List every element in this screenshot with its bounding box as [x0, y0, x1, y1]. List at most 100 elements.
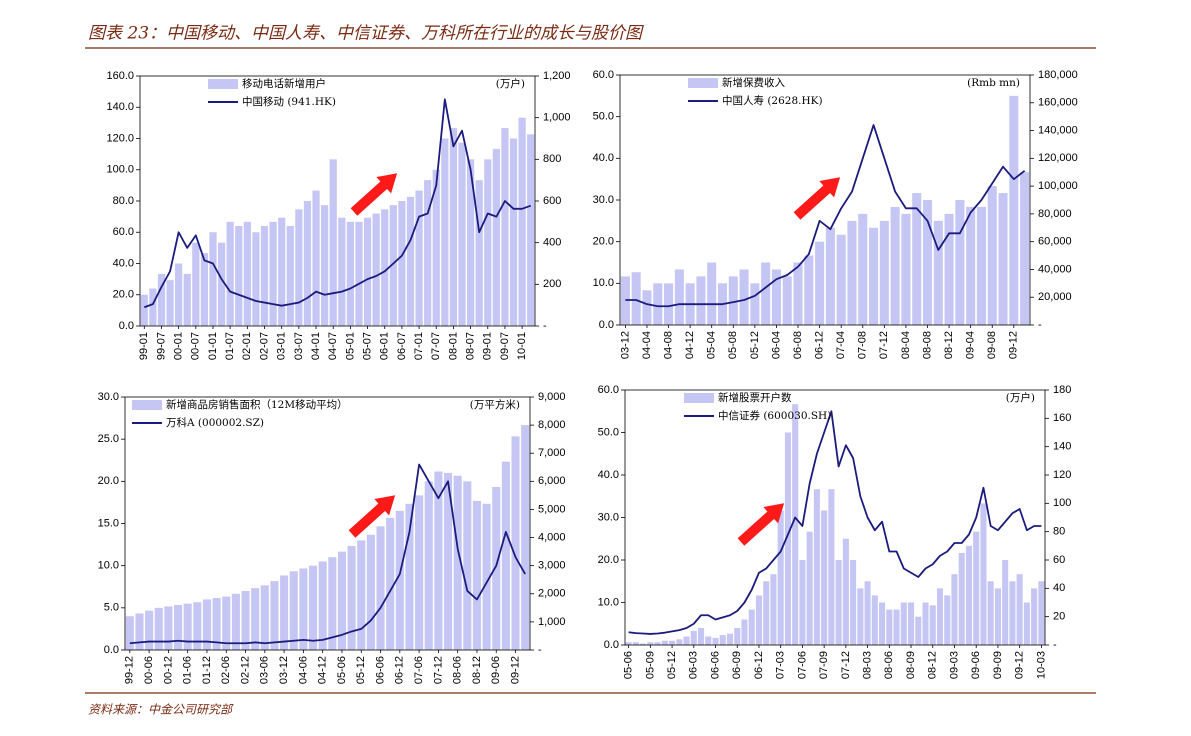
- bar: [251, 588, 260, 650]
- y-tick-label: 40.0: [113, 257, 134, 269]
- bar: [1009, 581, 1016, 645]
- x-tick-label: 09-12: [509, 656, 521, 684]
- x-tick-label: 03-01: [276, 332, 288, 360]
- bar: [235, 226, 243, 326]
- x-tick-label: 07-08: [857, 331, 869, 359]
- x-tick-label: 06-01: [379, 332, 391, 360]
- x-tick-label: 01-01: [207, 332, 219, 360]
- bar: [642, 290, 652, 325]
- bar: [632, 642, 639, 645]
- bar: [976, 206, 986, 325]
- legend-label: 新增商品房销售面积（12M移动平均）: [166, 398, 348, 411]
- bar: [252, 232, 260, 326]
- y2-tick-label: 5,000: [538, 503, 566, 515]
- legend-swatch: [208, 79, 238, 89]
- bar: [463, 481, 472, 650]
- bar: [951, 574, 958, 645]
- bar: [726, 633, 734, 645]
- bar: [653, 283, 663, 325]
- bar: [799, 560, 806, 645]
- bar: [879, 220, 889, 325]
- bar: [922, 602, 929, 645]
- bar: [936, 588, 944, 645]
- bar: [980, 503, 987, 645]
- x-tick-label: 06-04: [770, 331, 782, 359]
- bar: [424, 481, 433, 650]
- y2-tick-label: 160,000: [1038, 97, 1078, 109]
- bar: [771, 269, 781, 325]
- bar: [166, 280, 174, 326]
- bar: [492, 486, 501, 650]
- bar: [654, 642, 661, 645]
- x-tick-label: 04-12: [684, 331, 696, 359]
- y2-unit-label: (万平方米): [470, 398, 520, 411]
- x-tick-label: 08-12: [927, 651, 939, 679]
- bar: [321, 205, 329, 326]
- price-line: [143, 98, 532, 309]
- bar: [864, 581, 871, 645]
- bar: [125, 616, 134, 650]
- x-tick-label: 06-12: [394, 656, 406, 684]
- bar: [901, 213, 911, 325]
- bar: [792, 404, 799, 645]
- x-tick-label: 09-08: [986, 331, 998, 359]
- bar: [958, 552, 965, 645]
- source-note: 资料来源：中金公司研究部: [88, 703, 234, 717]
- bar: [135, 613, 144, 650]
- bar: [432, 169, 440, 326]
- bar: [915, 616, 922, 645]
- y2-tick-label: -: [1038, 319, 1042, 331]
- y2-tick-label: 40,000: [1038, 263, 1072, 275]
- bar: [804, 255, 814, 325]
- y-tick-label: 60.0: [598, 384, 619, 396]
- y2-tick-label: 60: [1053, 554, 1065, 566]
- x-tick-label: 09-07: [499, 332, 511, 360]
- bar: [192, 242, 200, 326]
- bar: [338, 217, 346, 326]
- bar: [719, 635, 726, 645]
- y2-tick-label: 20,000: [1038, 291, 1072, 303]
- bar: [750, 283, 760, 325]
- chart: 0.0 20.0 40.0 60.0 80.0 100.0 120.0 140.0 160.0 -…: [106, 70, 570, 360]
- bar: [175, 263, 183, 326]
- bar: [741, 619, 748, 645]
- bar: [484, 159, 492, 326]
- y-tick-label: 60.0: [593, 69, 614, 81]
- y2-tick-label: -: [543, 320, 547, 332]
- x-tick-label: 07-01: [413, 332, 425, 360]
- x-tick-label: 06-03: [688, 651, 700, 679]
- bar: [337, 551, 347, 650]
- bar: [318, 561, 327, 650]
- x-tick-label: 99-01: [138, 332, 150, 360]
- legend-label: 中信证券 (600030.SH): [718, 409, 831, 422]
- bar: [850, 560, 857, 645]
- bar: [372, 213, 380, 326]
- x-tick-label: 08-12: [943, 331, 955, 359]
- bar: [777, 510, 784, 645]
- bar: [806, 531, 813, 645]
- bar: [308, 565, 318, 650]
- x-tick-label: 08-06: [452, 656, 464, 684]
- bar: [912, 193, 922, 325]
- bar: [739, 269, 749, 325]
- bar: [647, 642, 654, 645]
- bar: [289, 571, 298, 650]
- x-tick-label: 05-08: [727, 331, 739, 359]
- bar: [475, 180, 483, 326]
- bar: [707, 262, 717, 325]
- bar: [260, 585, 269, 650]
- x-tick-label: 00-06: [143, 656, 155, 684]
- bar: [761, 262, 771, 325]
- y2-tick-label: 2,000: [538, 588, 566, 600]
- bar: [842, 538, 849, 645]
- x-tick-label: 04-07: [327, 332, 339, 360]
- bar: [869, 227, 879, 325]
- x-tick-label: 06-06: [709, 651, 721, 679]
- bar: [441, 138, 449, 326]
- bar: [944, 595, 951, 645]
- bar: [501, 461, 510, 650]
- bar: [1038, 581, 1045, 645]
- y2-tick-label: 1,000: [538, 616, 566, 628]
- legend-swatch: [684, 393, 714, 403]
- y2-tick-label: 120,000: [1038, 152, 1078, 164]
